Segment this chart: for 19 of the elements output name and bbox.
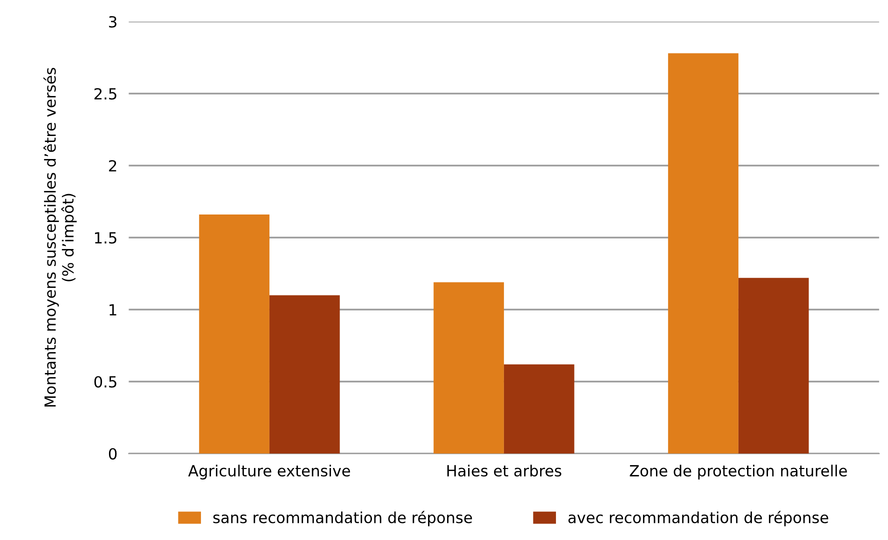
bar	[199, 214, 270, 454]
bar	[504, 364, 574, 454]
bar	[738, 278, 809, 454]
legend-label: avec recommandation de réponse	[568, 510, 828, 526]
y-tick-label: 3	[109, 16, 116, 28]
bar	[269, 295, 340, 454]
y-tick-label: 2	[109, 160, 116, 172]
x-tick-label: Zone de protection naturelle	[630, 464, 847, 480]
bar	[434, 282, 504, 454]
y-tick-label: 1.5	[95, 232, 116, 244]
y-tick-label: 0	[108, 448, 117, 460]
y-tick-label: 0.5	[94, 376, 116, 388]
y-axis-title: Montants moyens susceptibles d’être versés (% d’impôt)	[43, 68, 77, 407]
bar	[668, 53, 738, 454]
x-tick-label: Haies et arbres	[447, 464, 562, 477]
y-tick-label: 2.5	[94, 88, 116, 100]
legend-label: sans recommandation de réponse	[213, 510, 472, 526]
x-tick-label: Agriculture extensive	[188, 464, 350, 480]
y-tick-label: 1	[110, 304, 116, 316]
